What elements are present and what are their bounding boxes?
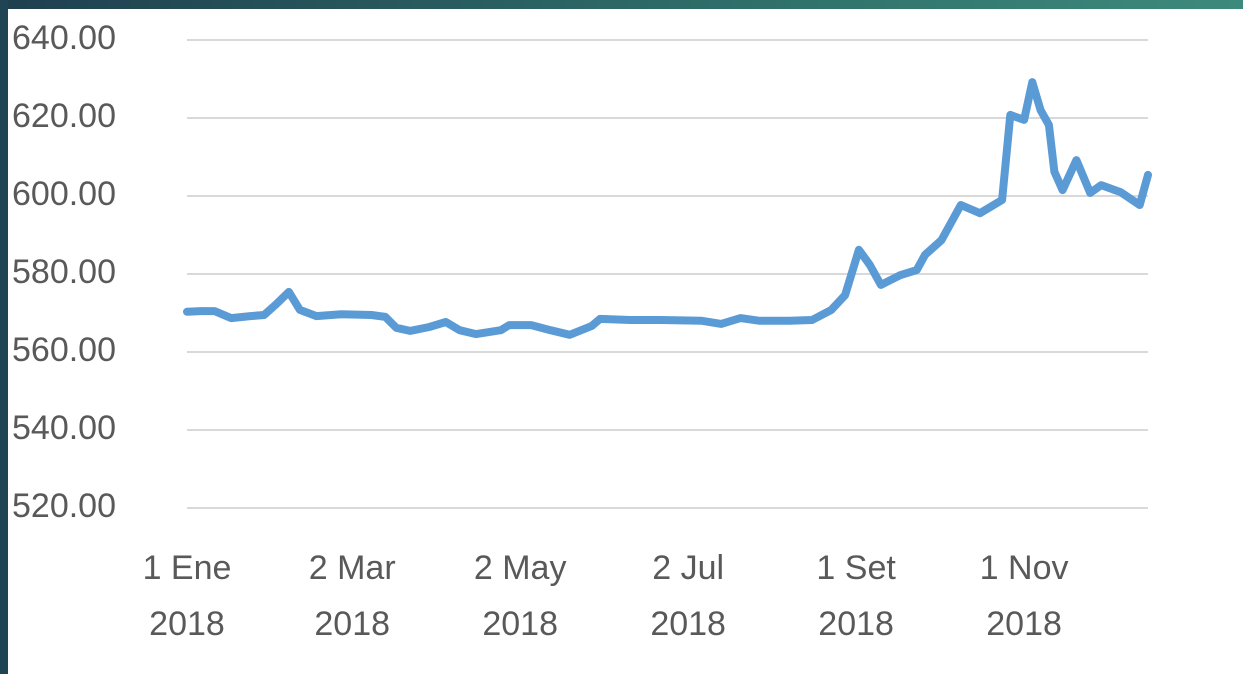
y-tick-label: 540.00 bbox=[12, 409, 116, 447]
y-tick-label: 600.00 bbox=[12, 175, 116, 213]
y-tick-label: 580.00 bbox=[12, 253, 116, 291]
x-tick-label: 1 Nov 2018 bbox=[979, 549, 1069, 643]
x-tick-label: 2 May 2018 bbox=[473, 549, 567, 643]
x-tick-label: 1 Ene 2018 bbox=[142, 549, 232, 643]
x-tick-label: 2 Jul 2018 bbox=[650, 549, 726, 643]
top-bar bbox=[0, 0, 1243, 9]
y-tick-label: 560.00 bbox=[12, 331, 116, 369]
line bbox=[183, 78, 1152, 339]
x-tick-label: 2 Mar 2018 bbox=[308, 549, 396, 643]
y-tick-label: 520.00 bbox=[12, 487, 116, 525]
y-tick-label: 640.00 bbox=[12, 19, 116, 57]
left-bar bbox=[0, 0, 8, 674]
x-tick-label: 1 Set 2018 bbox=[816, 549, 896, 643]
y-tick-label: 620.00 bbox=[12, 97, 116, 135]
